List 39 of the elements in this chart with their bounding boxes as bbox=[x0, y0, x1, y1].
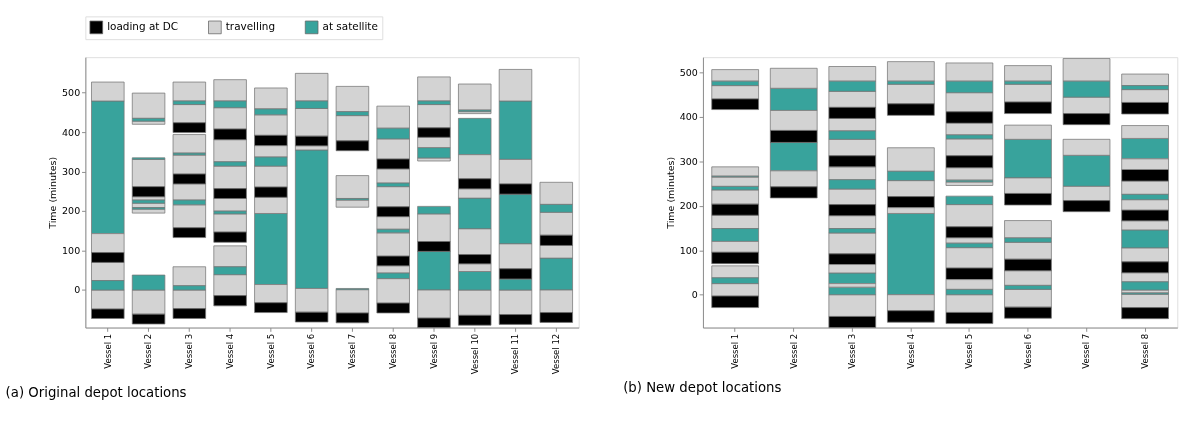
y-axis-title: Time (minutes) bbox=[664, 156, 676, 230]
x-tick-label: Vessel 8 bbox=[388, 333, 399, 369]
y-tick-label: 0 bbox=[74, 284, 81, 296]
text: (a) Original depot locations bbox=[5, 385, 187, 401]
x-tick-label: Vessel 5 bbox=[964, 333, 975, 369]
x-tick-label: Vessel 10 bbox=[469, 333, 480, 375]
x-tick-label: Vessel 2 bbox=[143, 333, 154, 369]
y-axis-title: Time (minutes) bbox=[47, 156, 59, 230]
y-tick-label: 200 bbox=[62, 205, 81, 217]
y-tick-label: 100 bbox=[62, 244, 81, 256]
x-tick-label: Vessel 7 bbox=[347, 333, 358, 369]
x-tick-label: Vessel 3 bbox=[847, 333, 858, 369]
text: (b) New depot locations bbox=[623, 380, 782, 396]
y-tick-label: 400 bbox=[679, 111, 698, 123]
x-tick-label: Vessel 12 bbox=[551, 333, 562, 375]
y-tick-label: 300 bbox=[679, 155, 698, 167]
legend-label: loading at DC bbox=[107, 20, 178, 33]
x-tick-label: Vessel 1 bbox=[730, 333, 741, 369]
y-tick-label: 100 bbox=[679, 244, 698, 256]
y-tick-label: 500 bbox=[679, 67, 698, 79]
legend-label: travelling bbox=[225, 20, 276, 33]
x-tick-label: Vessel 2 bbox=[788, 333, 799, 369]
x-tick-label: Vessel 9 bbox=[428, 333, 439, 369]
x-tick-label: Vessel 4 bbox=[905, 333, 916, 369]
x-tick-label: Vessel 11 bbox=[510, 333, 521, 375]
y-tick-label: 400 bbox=[62, 126, 81, 138]
x-tick-label: Vessel 7 bbox=[1081, 333, 1092, 369]
x-tick-label: Vessel 6 bbox=[1022, 333, 1033, 369]
x-tick-label: Vessel 1 bbox=[102, 333, 113, 369]
legend-label: at satellite bbox=[322, 20, 378, 33]
x-tick-label: Vessel 6 bbox=[306, 333, 317, 369]
y-tick-label: 200 bbox=[679, 200, 698, 212]
x-tick-label: Vessel 3 bbox=[184, 333, 195, 369]
y-tick-label: 0 bbox=[691, 289, 698, 301]
x-tick-label: Vessel 8 bbox=[1139, 333, 1150, 369]
y-tick-label: 300 bbox=[62, 165, 81, 177]
x-tick-label: Vessel 4 bbox=[224, 333, 235, 369]
y-tick-label: 500 bbox=[62, 87, 81, 99]
x-tick-label: Vessel 5 bbox=[265, 333, 276, 369]
